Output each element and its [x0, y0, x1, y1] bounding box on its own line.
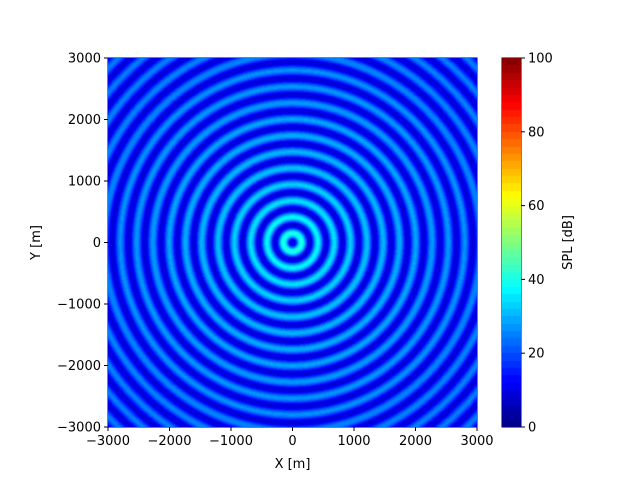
colorbar-label: SPL [dB]: [561, 215, 576, 270]
x-axis-label: X [m]: [275, 457, 311, 472]
x-tick-label: −1000: [209, 434, 253, 449]
y-tick-label: −1000: [57, 298, 101, 313]
y-tick-label: 1000: [68, 175, 101, 190]
colorbar-tick-label: 20: [528, 347, 545, 362]
x-axis-ticks: −3000 −2000 −1000 0 1000 2000 3000: [86, 427, 494, 449]
colorbar-tick-label: 100: [528, 52, 553, 67]
y-tick-label: 3000: [68, 52, 101, 67]
x-tick-label: 3000: [460, 434, 493, 449]
colorbar-tick-label: 0: [528, 421, 536, 436]
y-tick-label: 0: [93, 236, 101, 251]
x-tick-label: 0: [288, 434, 296, 449]
x-tick-label: −2000: [148, 434, 192, 449]
colorbar-tick-label: 80: [528, 125, 545, 140]
colorbar-tick-label: 40: [528, 273, 545, 288]
y-tick-label: 2000: [68, 113, 101, 128]
spl-heatmap: [108, 58, 477, 427]
y-axis-ticks: −3000 −2000 −1000 0 1000 2000 3000: [57, 52, 108, 436]
x-tick-label: −3000: [86, 434, 130, 449]
x-tick-label: 2000: [399, 434, 432, 449]
colorbar-gradient: [502, 58, 521, 427]
y-tick-label: −3000: [57, 421, 101, 436]
colorbar-tick-label: 60: [528, 199, 545, 214]
colorbar-ticks: 0 20 40 60 80 100: [521, 52, 553, 436]
y-axis-label: Y [m]: [29, 225, 44, 261]
x-tick-label: 1000: [337, 434, 370, 449]
y-tick-label: −2000: [57, 359, 101, 374]
